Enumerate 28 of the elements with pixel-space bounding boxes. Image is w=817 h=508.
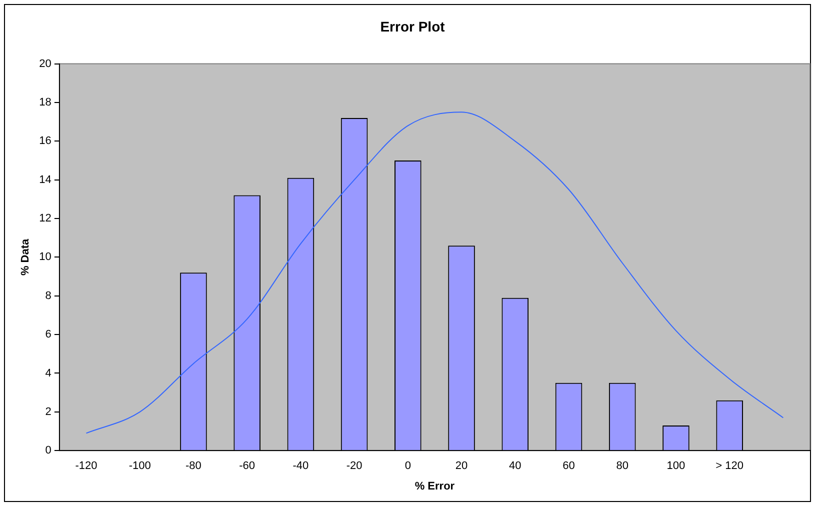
y-tick-label: 8	[45, 290, 52, 302]
x-tick-label: -40	[292, 460, 309, 472]
y-tick-label: 12	[39, 212, 52, 225]
x-tick-label: 40	[509, 460, 522, 472]
x-tick-label: -60	[239, 460, 256, 472]
x-tick-label: 100	[666, 460, 686, 472]
x-tick-label: -120	[75, 460, 98, 472]
y-axis-title: % Data	[20, 238, 32, 276]
y-tick-label: 10	[39, 251, 52, 264]
y-tick-label: 14	[39, 174, 52, 186]
x-tick-label: -100	[128, 460, 151, 472]
x-tick-label: 0	[404, 460, 411, 472]
x-tick-label: 60	[562, 460, 575, 472]
x-axis-title: % Error	[414, 480, 456, 492]
y-tick-label: 0	[45, 444, 52, 457]
y-tick-label: 2	[45, 406, 52, 418]
y-tick-label: 18	[39, 96, 52, 109]
x-tick-label: -20	[346, 460, 362, 472]
x-tick-label: > 120	[716, 460, 744, 472]
line-series	[86, 112, 784, 434]
y-tick-label: 20	[39, 58, 52, 70]
y-tick-label: 6	[45, 328, 52, 341]
x-tick-label: -80	[186, 460, 202, 472]
x-tick-label: 20	[455, 460, 468, 472]
y-tick-label: 4	[45, 367, 52, 380]
x-tick-label: 80	[616, 460, 628, 472]
y-tick-label: 16	[39, 135, 52, 148]
chart-title: Error Plot	[380, 18, 446, 34]
